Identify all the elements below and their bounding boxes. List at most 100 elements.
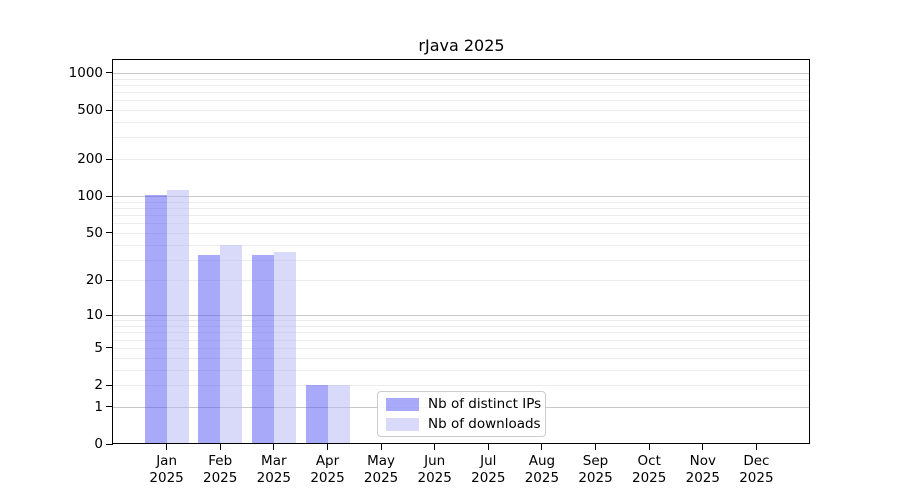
y-tick-label: 200 — [77, 151, 103, 168]
bar-downloads-apr — [327, 385, 350, 444]
x-tick-label: Jan 2025 — [137, 453, 197, 486]
x-tick-label: Jul 2025 — [458, 453, 518, 486]
y-tick-label: 100 — [77, 188, 103, 205]
x-tick-mark — [702, 444, 704, 450]
gridline-minor — [113, 223, 810, 225]
x-tick-mark — [380, 444, 382, 450]
x-tick-mark — [434, 444, 436, 450]
x-tick-year: 2025 — [417, 469, 452, 486]
y-tick-mark — [106, 406, 113, 408]
x-tick-mark — [166, 444, 168, 450]
gridline-minor — [113, 84, 810, 86]
legend-label-downloads: Nb of downloads — [428, 415, 541, 432]
legend-swatch-distinct-ips — [386, 397, 419, 411]
x-tick-mark — [326, 444, 329, 450]
gridline-minor — [113, 332, 810, 334]
y-tick-mark — [106, 195, 113, 197]
gridline-minor — [113, 320, 810, 322]
gridline-minor — [113, 215, 810, 216]
x-tick-year: 2025 — [632, 469, 667, 486]
gridline-major — [113, 196, 810, 198]
x-tick-year: 2025 — [203, 469, 238, 486]
gridline-minor — [113, 259, 810, 261]
y-tick-mark — [106, 347, 113, 349]
gridline-minor — [113, 207, 810, 209]
x-tick-mark — [648, 444, 650, 450]
x-tick-label: Aug 2025 — [512, 453, 572, 486]
x-tick-mark — [755, 444, 757, 450]
bar-distinct-ips-jan — [144, 194, 167, 444]
gridline-minor — [113, 339, 810, 341]
y-tick-label: 0 — [94, 436, 103, 452]
gridline-minor — [113, 100, 810, 102]
x-tick-label: Mar 2025 — [244, 453, 304, 486]
x-tick-mark — [273, 444, 275, 450]
y-tick-mark — [106, 109, 113, 111]
x-tick-label: Oct 2025 — [619, 453, 679, 486]
x-tick-year: 2025 — [524, 469, 560, 486]
x-tick-label: Apr 2025 — [298, 453, 358, 486]
x-tick-label: Dec 2025 — [726, 453, 786, 486]
x-tick-mark — [219, 444, 221, 450]
x-tick-year: 2025 — [685, 469, 720, 486]
x-tick-label: Jun 2025 — [405, 453, 465, 486]
bar-distinct-ips-apr — [305, 385, 328, 444]
x-tick-mark — [594, 444, 597, 450]
legend-label-distinct-ips: Nb of distinct IPs — [428, 395, 542, 412]
gridline-minor — [113, 92, 810, 93]
chart-title: rJava 2025 — [418, 36, 505, 55]
gridline-minor — [113, 347, 810, 349]
x-tick-year: 2025 — [256, 469, 291, 486]
gridline-minor — [113, 232, 810, 234]
y-tick-mark — [106, 314, 113, 316]
x-tick-year: 2025 — [739, 469, 774, 486]
x-tick-year: 2025 — [149, 469, 184, 486]
gridline-major — [113, 72, 810, 74]
legend-swatch-downloads — [386, 417, 419, 431]
y-tick-mark — [106, 279, 113, 282]
x-tick-year: 2025 — [578, 469, 613, 486]
bar-downloads-feb — [220, 244, 243, 444]
x-tick-mark — [487, 444, 489, 450]
gridline-minor — [113, 385, 810, 386]
gridline-minor — [113, 122, 810, 123]
gridline-minor — [113, 244, 810, 246]
legend-item-distinct-ips: Nb of distinct IPs — [386, 395, 545, 412]
y-tick-label: 1 — [94, 398, 103, 415]
x-tick-label: Nov 2025 — [673, 453, 733, 486]
gridline-minor — [113, 159, 810, 161]
gridline-minor — [113, 326, 810, 327]
y-tick-mark — [106, 443, 113, 445]
gridline-minor — [113, 280, 810, 282]
x-tick-year: 2025 — [310, 469, 345, 486]
gridline-major — [113, 315, 810, 317]
y-tick-label: 500 — [77, 102, 103, 118]
y-tick-label: 50 — [85, 224, 103, 241]
gridline-minor — [113, 110, 810, 111]
y-tick-label: 10 — [85, 307, 103, 324]
x-tick-year: 2025 — [363, 469, 399, 486]
plot-frame — [112, 59, 810, 444]
y-tick-mark — [106, 158, 113, 160]
y-tick-label: 1000 — [68, 64, 103, 81]
y-tick-mark — [106, 232, 113, 234]
x-tick-label: Feb 2025 — [190, 453, 250, 486]
legend: Nb of distinct IPs Nb of downloads — [377, 391, 546, 437]
bar-downloads-mar — [273, 251, 296, 444]
bar-distinct-ips-mar — [251, 254, 274, 444]
plot-area — [113, 60, 810, 444]
x-tick-mark — [541, 444, 543, 450]
y-tick-mark — [106, 384, 113, 386]
bar-distinct-ips-feb — [198, 254, 221, 444]
y-tick-mark — [106, 72, 113, 74]
x-tick-label: Sep 2025 — [566, 453, 626, 486]
bar-downloads-jan — [166, 190, 189, 444]
y-tick-label: 2 — [94, 377, 103, 393]
x-tick-label: May 2025 — [351, 453, 411, 486]
x-tick-year: 2025 — [471, 469, 506, 486]
gridline-minor — [113, 201, 810, 203]
y-tick-label: 5 — [94, 339, 103, 356]
gridline-minor — [113, 357, 810, 359]
legend-item-downloads: Nb of downloads — [386, 415, 545, 432]
